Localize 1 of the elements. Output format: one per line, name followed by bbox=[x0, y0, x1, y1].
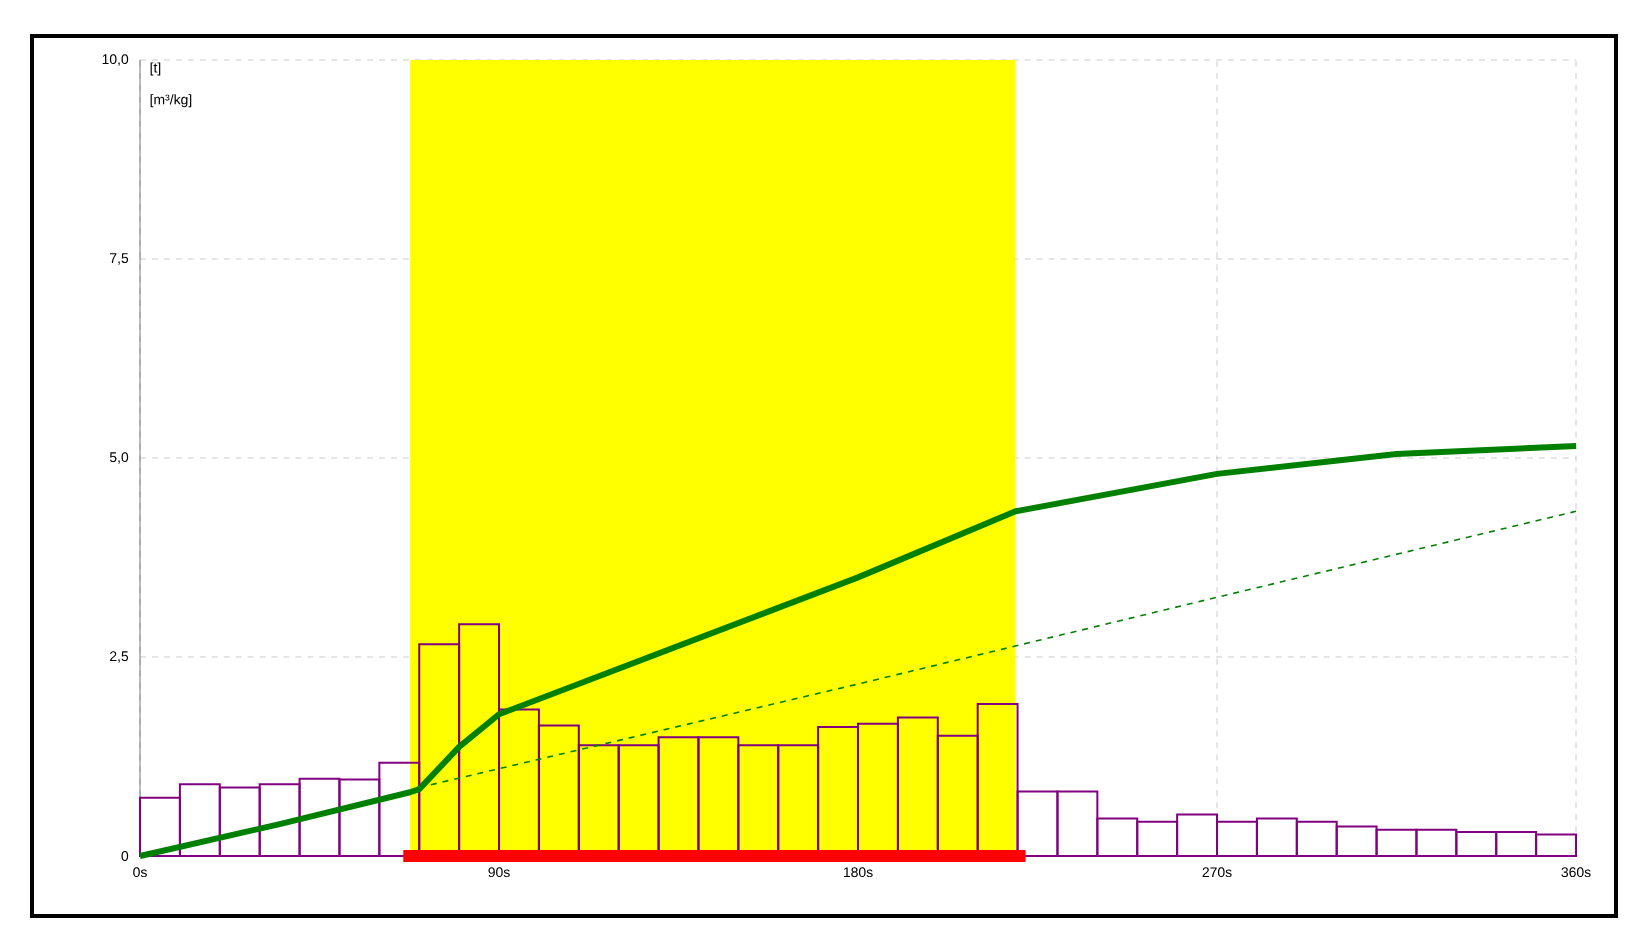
line-series bbox=[137, 443, 1580, 859]
